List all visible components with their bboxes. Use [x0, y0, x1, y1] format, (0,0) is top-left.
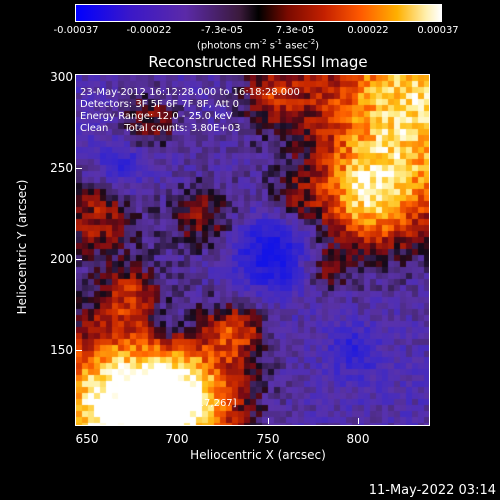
- y-tick-label: 250: [50, 161, 73, 175]
- x-tick-label: 700: [165, 432, 189, 446]
- x-tick-mark: [177, 418, 178, 424]
- x-tick-label: 650: [75, 432, 99, 446]
- timestamp: 11-May-2022 03:14: [368, 483, 496, 498]
- info-time-range: 23-May-2012 16:12:28.000 to 16:18:28.000: [80, 87, 300, 98]
- colorbar-tick-label: 7.3e-05: [275, 25, 315, 36]
- x-tick-label: 750: [256, 432, 280, 446]
- y-tick-mark: [76, 168, 82, 169]
- y-tick-label: 300: [50, 70, 73, 84]
- colorbar-tick-label: 0.00037: [417, 25, 459, 36]
- image-plot: [75, 74, 430, 426]
- peak-position-label: Position of Peak = [817,267]: [94, 398, 237, 409]
- info-energy-range: Energy Range: 12.0 - 25.0 keV: [80, 111, 233, 122]
- y-tick-label: 150: [50, 343, 73, 357]
- y-tick-mark: [76, 259, 82, 260]
- x-tick-label: 800: [346, 432, 370, 446]
- x-tick-mark: [268, 418, 269, 424]
- colorbar: [75, 4, 442, 22]
- y-tick-mark: [76, 350, 82, 351]
- info-total-counts: Clean Total counts: 3.80E+03: [80, 123, 241, 134]
- y-tick-label: 200: [50, 252, 73, 266]
- colorbar-tick-label: -0.00037: [53, 25, 99, 36]
- info-detectors: Detectors: 3F 5F 6F 7F 8F, Att 0: [80, 99, 240, 110]
- colorbar-units: (photons cm-2 s-1 asec-2): [196, 38, 320, 52]
- plot-title: Reconstructed RHESSI Image: [148, 53, 368, 71]
- x-axis-label: Heliocentric X (arcsec): [190, 448, 326, 462]
- y-axis-label: Heliocentric Y (arcsec): [15, 179, 29, 315]
- colorbar-tick-label: 0.00022: [347, 25, 389, 36]
- colorbar-tick-label: -7.3e-05: [201, 25, 243, 36]
- colorbar-tick-label: -0.00022: [126, 25, 172, 36]
- x-tick-mark: [358, 418, 359, 424]
- rhessi-image: [76, 75, 429, 425]
